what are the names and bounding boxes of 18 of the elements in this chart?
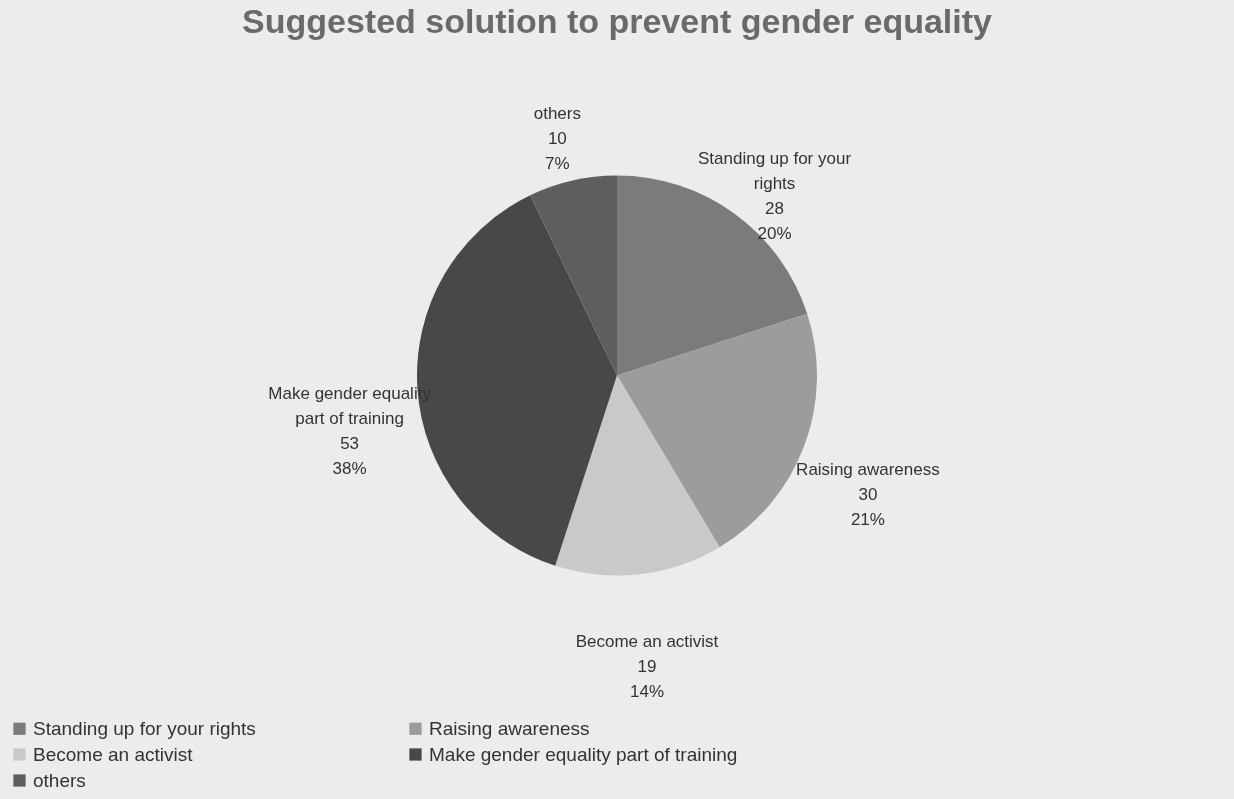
pie-slice: [555, 375, 720, 576]
data-label: 10 7%: [545, 129, 570, 174]
legend-label: others: [33, 769, 86, 791]
slice-label: others: [533, 104, 581, 124]
data-label: 19 14%: [629, 656, 665, 701]
legend-label: Become an activist: [33, 743, 194, 765]
slice-label: Raising awareness: [796, 459, 940, 479]
pie-slice: [617, 175, 808, 376]
slice-label: Standing up for your rights: [697, 148, 852, 193]
legend-label: Standing up for your rights: [33, 717, 256, 739]
data-label: 53 38%: [332, 433, 367, 478]
slice-label: Become an activist: [575, 631, 719, 651]
chart-title: Suggested solution to prevent gender equality: [242, 2, 993, 40]
data-label: 28 20%: [757, 198, 792, 243]
data-label: 30 21%: [850, 484, 885, 529]
pie-slice: [530, 175, 617, 376]
legend-label: Raising awareness: [429, 717, 590, 739]
legend-label: Make gender equality part of training: [429, 743, 738, 765]
